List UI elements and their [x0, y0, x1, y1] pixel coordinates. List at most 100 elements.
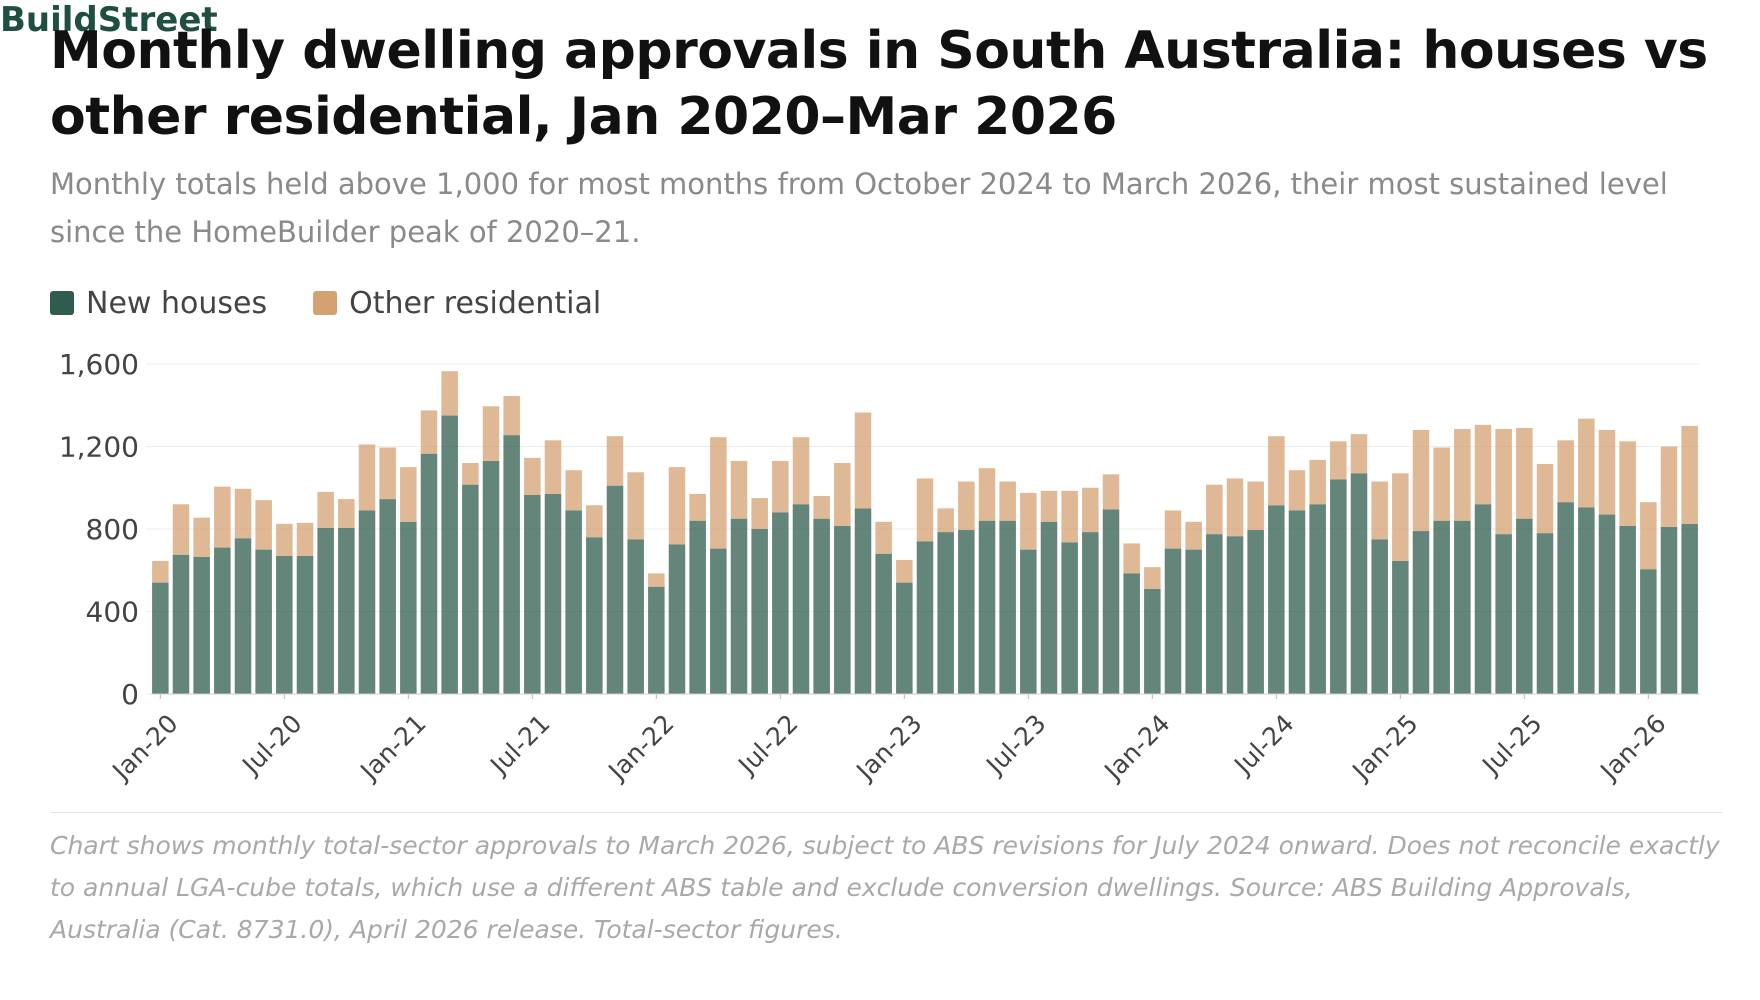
bar-segment	[1433, 520, 1450, 694]
bar-segment	[1598, 514, 1616, 694]
bar-segment	[586, 537, 603, 694]
bar-segment	[255, 549, 272, 694]
legend-swatch	[50, 291, 74, 315]
bar-segment	[668, 544, 686, 694]
bar-segment	[1040, 521, 1058, 694]
bar-segment	[1020, 549, 1037, 694]
footnote: Chart shows monthly total-sector approva…	[50, 831, 1720, 944]
bar-segment	[668, 467, 686, 545]
bar-segment	[606, 485, 624, 694]
bar-segment	[1164, 510, 1182, 549]
bar-segment	[772, 460, 789, 513]
bar-segment	[544, 440, 562, 494]
bar-segment	[234, 488, 252, 539]
bar-segment	[1495, 534, 1512, 694]
bar-segment	[937, 532, 954, 694]
bar-segment	[1226, 478, 1244, 537]
bar-segment	[276, 555, 293, 694]
bar-segment	[1226, 536, 1244, 694]
bar-segment	[1206, 534, 1223, 694]
x-tick-label: Jan-20	[106, 709, 184, 787]
chart-subtitle: Monthly totals held above 1,000 for most…	[50, 167, 1668, 249]
bar-segment	[255, 500, 272, 550]
bar-segment	[792, 437, 810, 505]
bar-segment	[1660, 446, 1678, 527]
bar-segment	[420, 453, 438, 694]
bar-segment	[441, 371, 458, 416]
bar-segment	[420, 410, 438, 454]
bar-segment	[978, 520, 996, 694]
bar-segment	[544, 493, 562, 694]
y-tick-label: 0	[121, 678, 139, 711]
x-tick-label: Jan-26	[1594, 709, 1672, 787]
bar-segment	[586, 505, 603, 538]
x-tick-label: Jan-24	[1098, 709, 1176, 787]
chart: New houses Other residential 0 400 800 1,200 1…	[50, 286, 1700, 787]
bar-segment	[1536, 533, 1554, 694]
bar-segment	[875, 521, 892, 554]
bar-segment	[648, 573, 665, 587]
bar-segment	[854, 412, 872, 509]
bar-segment	[772, 512, 789, 694]
bar-segment	[710, 437, 727, 549]
bar-segment	[1185, 549, 1202, 694]
bar-segment	[276, 523, 293, 556]
x-tick-label: Jan-25	[1346, 709, 1424, 787]
bar-segment	[400, 521, 417, 694]
bar-segment	[338, 499, 355, 528]
bar-segment	[999, 520, 1016, 694]
bar-segment	[1412, 430, 1430, 532]
bar-segment	[627, 472, 644, 540]
bar-segment	[441, 415, 458, 694]
bar-segment	[627, 539, 644, 694]
bar-segment	[296, 522, 314, 556]
bar-segment	[1330, 441, 1347, 480]
bar-segment	[1516, 427, 1533, 519]
bar-segment	[999, 481, 1016, 521]
legend-swatch	[313, 291, 338, 315]
legend-label: Other residential	[349, 286, 601, 321]
bar-segment	[503, 395, 520, 436]
bar-segment	[358, 444, 376, 511]
bar-segment	[1309, 459, 1326, 505]
bar-segment	[1681, 523, 1698, 694]
bar-segment	[482, 406, 500, 461]
bar-segment	[1392, 560, 1409, 694]
bar-segment	[1185, 521, 1202, 550]
bar-segment	[1061, 490, 1078, 543]
bar-segment	[193, 556, 210, 694]
bar-segment	[1350, 473, 1368, 694]
bar-segment	[1454, 428, 1471, 521]
bar-segment	[1061, 542, 1078, 694]
bar-segment	[1288, 470, 1306, 511]
bar-segment	[1371, 481, 1388, 540]
bar-segment	[1082, 532, 1099, 694]
x-tick-label: Jul-21	[483, 709, 555, 781]
bar-segment	[1144, 567, 1161, 589]
bar-segment	[854, 508, 872, 694]
brand-logo: BuildStreet	[0, 0, 218, 40]
bar-segment	[1474, 424, 1492, 505]
bar-segment	[958, 530, 975, 694]
bar-segment	[1516, 518, 1533, 694]
bar-segment	[1495, 428, 1512, 535]
x-tick-label: Jul-25	[1475, 709, 1547, 781]
bar-segment	[958, 481, 975, 531]
bar-segment	[813, 518, 830, 694]
y-tick-label: 1,600	[59, 348, 139, 381]
bar-segment	[503, 435, 520, 694]
bar-segment	[875, 553, 892, 694]
bar-segment	[214, 547, 231, 694]
bar-segment	[462, 484, 479, 694]
bar-segment	[730, 518, 748, 694]
bar-segment	[606, 436, 624, 486]
bar-segment	[896, 582, 913, 694]
bar-segment	[1268, 436, 1285, 506]
bar-segment	[1102, 509, 1120, 694]
bar-segment	[978, 468, 996, 521]
x-tick-label: Jul-20	[235, 709, 307, 781]
bar-segment	[1454, 520, 1471, 694]
bar-segment	[916, 541, 934, 694]
bar-segment	[1144, 588, 1161, 694]
